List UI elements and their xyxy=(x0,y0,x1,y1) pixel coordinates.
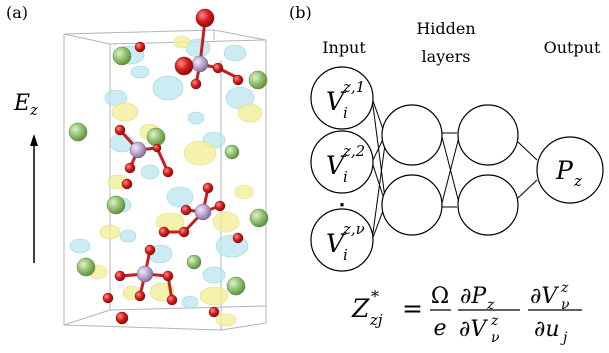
svg-text:j: j xyxy=(560,330,568,346)
field-arrow-head xyxy=(30,134,38,146)
svg-text:i: i xyxy=(343,246,348,264)
panel-b: (b) Input Hidden layers Output xyxy=(289,3,603,346)
svg-text:∂P: ∂P xyxy=(460,284,487,309)
svg-text:z,ν: z,ν xyxy=(342,220,365,238)
hidden-node-2-1 xyxy=(458,105,518,165)
output-header: Output xyxy=(544,38,601,57)
hidden-node-1-1 xyxy=(382,105,442,165)
panel-a: (a) Ez xyxy=(6,3,268,330)
field-label: Ez xyxy=(13,91,38,119)
output-node: P z xyxy=(537,137,603,203)
input-node-nu: V i z,ν xyxy=(311,209,373,271)
svg-text:∂V: ∂V xyxy=(459,317,488,342)
svg-text:z: z xyxy=(490,313,499,329)
panel-b-label: (b) xyxy=(289,3,312,22)
svg-text:i: i xyxy=(343,168,348,186)
svg-text:z: z xyxy=(573,172,582,190)
svg-text:∂V: ∂V xyxy=(530,284,559,309)
svg-text:Ω: Ω xyxy=(431,284,449,309)
hidden-node-1-2 xyxy=(382,175,442,235)
input-node-2: V i z,2 xyxy=(311,131,373,193)
svg-text:zj: zj xyxy=(369,311,383,329)
svg-text:*: * xyxy=(371,287,379,306)
svg-text:P: P xyxy=(555,156,574,185)
svg-text:z: z xyxy=(560,280,569,296)
svg-text:z,1: z,1 xyxy=(342,78,365,96)
born-charge-formula: Z * zj = Ω e ∂P z ∂V ν z ∂V ν z ∂u j xyxy=(351,280,582,346)
svg-text:i: i xyxy=(343,104,348,122)
hidden-header-line2: layers xyxy=(421,47,470,66)
input-node-1: V i z,1 xyxy=(311,67,373,129)
svg-text:Z: Z xyxy=(351,294,370,323)
panel-a-label: (a) xyxy=(6,3,28,22)
hidden-node-2-2 xyxy=(458,175,518,235)
hidden-header-line1: Hidden xyxy=(416,19,475,38)
input-header: Input xyxy=(322,38,366,57)
svg-text:=: = xyxy=(402,294,423,323)
svg-text:e: e xyxy=(433,316,446,341)
svg-text:∂u: ∂u xyxy=(534,317,560,342)
svg-text:ν: ν xyxy=(491,330,500,346)
svg-text:z,2: z,2 xyxy=(342,142,365,160)
